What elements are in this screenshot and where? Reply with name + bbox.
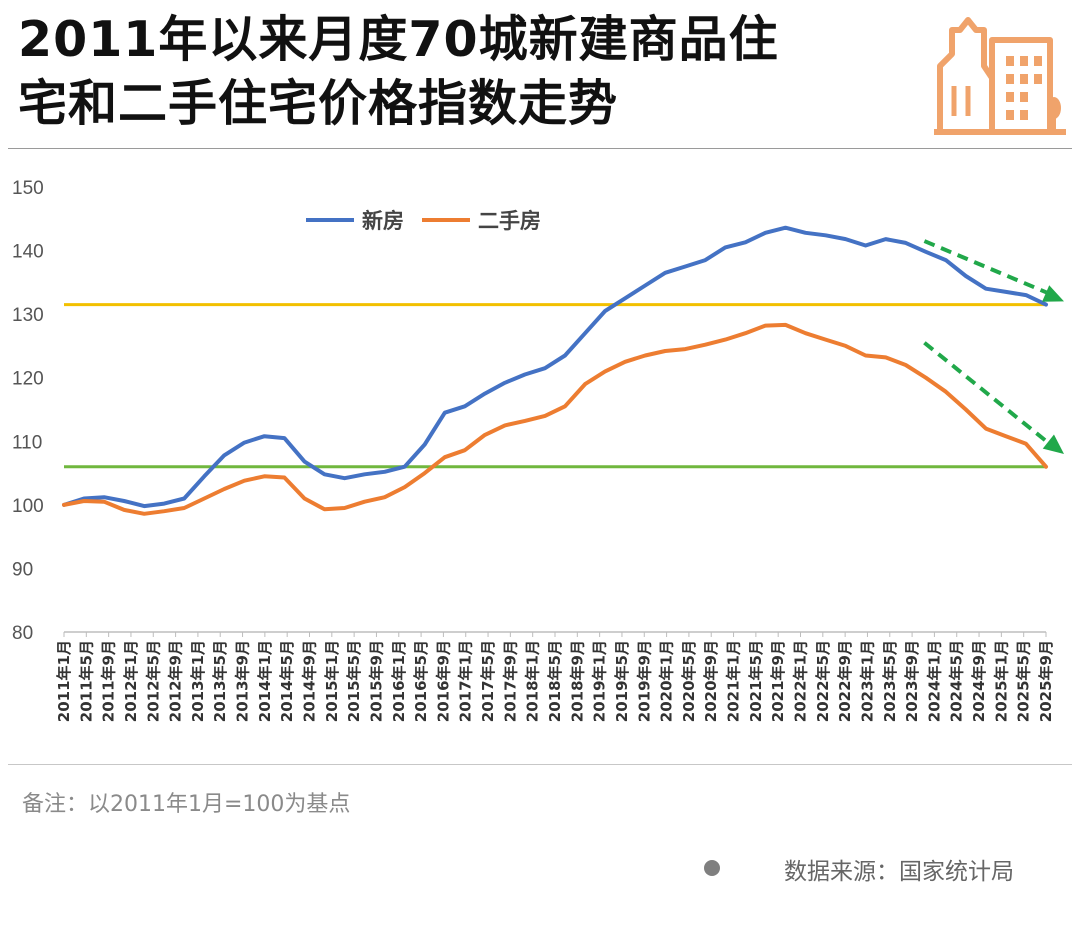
x-tick-label: 2011年9月: [100, 640, 118, 722]
x-tick-label: 2017年1月: [457, 640, 475, 722]
arrow-second-decline-head: [1042, 434, 1064, 454]
x-tick-label: 2019年1月: [591, 640, 609, 722]
x-tick-label: 2020年5月: [680, 640, 698, 722]
x-tick-label: 2023年1月: [858, 640, 876, 722]
x-tick-label: 2015年5月: [345, 640, 363, 722]
title-divider: [8, 148, 1072, 149]
y-tick-label: 100: [12, 496, 44, 517]
x-tick-label: 2024年5月: [948, 640, 966, 722]
x-tick-label: 2019年9月: [635, 640, 653, 722]
x-tick-label: 2011年1月: [55, 640, 73, 722]
x-tick-label: 2021年1月: [725, 640, 743, 722]
bullet-dot-icon: [704, 860, 720, 876]
x-tick-label: 2024年1月: [925, 640, 943, 722]
x-tick-label: 2023年9月: [903, 640, 921, 722]
x-tick-label: 2015年1月: [323, 640, 341, 722]
x-tick-label: 2011年5月: [77, 640, 95, 722]
y-tick-label: 120: [12, 369, 44, 390]
x-tick-label: 2013年5月: [211, 640, 229, 722]
x-tick-label: 2013年1月: [189, 640, 207, 722]
y-tick-label: 150: [12, 178, 44, 199]
x-tick-label: 2025年9月: [1037, 640, 1055, 722]
x-tick-label: 2020年1月: [658, 640, 676, 722]
x-tick-label: 2014年5月: [278, 640, 296, 722]
x-tick-label: 2017年9月: [501, 640, 519, 722]
x-tick-label: 2014年9月: [301, 640, 319, 722]
series-line-new: [62, 225, 1048, 509]
page-title-line1: 2011年以来月度70城新建商品住: [18, 11, 779, 68]
chart-note: 备注：以2011年1月=100为基点: [22, 792, 351, 817]
x-tick-label: 2018年1月: [524, 640, 542, 722]
x-tick-label: 2021年5月: [747, 640, 765, 722]
x-tick-label: 2022年9月: [836, 640, 854, 722]
x-tick-label: 2016年9月: [434, 640, 452, 722]
legend-label: 二手房: [478, 209, 541, 233]
page-title: 2011年以来月度70城新建商品住 宅和二手住宅价格指数走势: [18, 8, 898, 136]
line-chart: 80 90 100 110 120 130 140 150 2011年1月 2011年5月 2011…: [12, 178, 1064, 722]
x-tick-label: 2016年5月: [412, 640, 430, 722]
x-tick-label: 2018年5月: [546, 640, 564, 722]
y-tick-label: 110: [12, 432, 42, 453]
x-tick-label: 2025年1月: [992, 640, 1010, 722]
y-tick-label: 130: [12, 305, 44, 326]
arrow-new-decline: [923, 239, 1057, 299]
x-tick-label: 2013年9月: [234, 640, 252, 722]
data-source: 数据来源：国家统计局: [784, 859, 1014, 885]
x-tick-label: 2019年5月: [613, 640, 631, 722]
x-tick-label: 2025年5月: [1015, 640, 1033, 722]
y-tick-label: 90: [12, 559, 33, 580]
series-line-second: [62, 322, 1048, 516]
x-tick-label: 2023年5月: [881, 640, 899, 722]
x-tick-label: 2016年1月: [390, 640, 408, 722]
arrow-second-decline: [923, 341, 1058, 451]
arrow-new-decline-head: [1042, 285, 1064, 302]
legend-label: 新房: [362, 209, 404, 233]
x-tick-label: 2024年9月: [970, 640, 988, 722]
x-tick-label: 2014年1月: [256, 640, 274, 722]
buildings-icon: [934, 17, 1066, 135]
x-tick-label: 2018年9月: [568, 640, 586, 722]
x-tick-label: 2021年9月: [769, 640, 787, 722]
y-tick-label: 140: [12, 242, 44, 263]
x-tick-label: 2012年1月: [122, 640, 140, 722]
x-tick-label: 2020年9月: [702, 640, 720, 722]
footer-divider: [8, 764, 1072, 765]
page-title-line2: 宅和二手住宅价格指数走势: [18, 75, 619, 132]
x-tick-label: 2022年5月: [814, 640, 832, 722]
y-tick-label: 80: [12, 623, 33, 644]
x-tick-label: 2017年5月: [479, 640, 497, 722]
x-tick-label: 2022年1月: [792, 640, 810, 722]
x-tick-label: 2012年5月: [144, 640, 162, 722]
x-tick-label: 2012年9月: [167, 640, 185, 722]
x-tick-label: 2015年9月: [367, 640, 385, 722]
